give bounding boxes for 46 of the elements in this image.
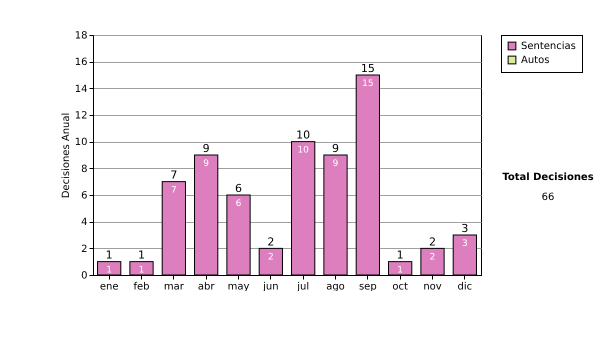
data-label: 10 bbox=[297, 146, 310, 156]
data-label: 2 bbox=[430, 252, 436, 262]
data-label: 9 bbox=[332, 159, 339, 169]
data-label: 2 bbox=[268, 252, 274, 262]
x-tick-label: ene bbox=[100, 282, 118, 292]
y-tick-label: 8 bbox=[81, 164, 88, 175]
y-tick-label: 18 bbox=[74, 30, 88, 42]
y-tick-label: 12 bbox=[74, 110, 88, 122]
total-label: 2 bbox=[429, 235, 436, 248]
y-tick-label: 4 bbox=[81, 217, 88, 228]
legend-label: Autos bbox=[521, 55, 550, 66]
x-tick-label: abr bbox=[198, 282, 216, 292]
total-label: 7 bbox=[170, 168, 178, 182]
data-label: 3 bbox=[462, 239, 468, 249]
data-label: 1 bbox=[138, 266, 144, 276]
y-tick-label: 16 bbox=[74, 57, 88, 68]
y-tick-label: 14 bbox=[74, 84, 88, 95]
total-label: 1 bbox=[396, 248, 404, 262]
text: Total Decisiones bbox=[501, 172, 595, 183]
legend-label: Sentencias bbox=[521, 41, 576, 52]
total-label: 1 bbox=[106, 248, 113, 262]
x-tick-label: oct bbox=[392, 282, 408, 292]
data-label: 9 bbox=[203, 159, 210, 169]
total-label: 6 bbox=[235, 182, 242, 195]
data-label: 6 bbox=[236, 199, 242, 209]
text: 66 bbox=[540, 192, 556, 203]
y-axis-title: Decisiones Anual bbox=[60, 112, 72, 198]
y-tick-label: 0 bbox=[81, 270, 88, 282]
x-tick-label: feb bbox=[133, 282, 150, 292]
total-label: 15 bbox=[360, 62, 375, 75]
y-tick-label: 6 bbox=[81, 190, 88, 202]
total-label: 9 bbox=[332, 142, 339, 155]
data-label: 1 bbox=[106, 266, 112, 276]
total-label: 1 bbox=[138, 248, 145, 262]
data-label: 15 bbox=[362, 79, 374, 89]
data-label: 1 bbox=[397, 266, 404, 276]
x-tick-label: mar bbox=[164, 282, 185, 292]
total-label: 3 bbox=[461, 222, 468, 235]
y-tick-label: 2 bbox=[81, 244, 88, 255]
total-label: 9 bbox=[202, 142, 210, 155]
x-tick-label: dic bbox=[458, 282, 472, 292]
data-label: 7 bbox=[170, 186, 177, 196]
total-label: 2 bbox=[267, 235, 274, 248]
x-tick-label: nov bbox=[423, 282, 442, 292]
y-tick-label: 10 bbox=[74, 137, 88, 148]
total-label: 10 bbox=[296, 128, 310, 142]
